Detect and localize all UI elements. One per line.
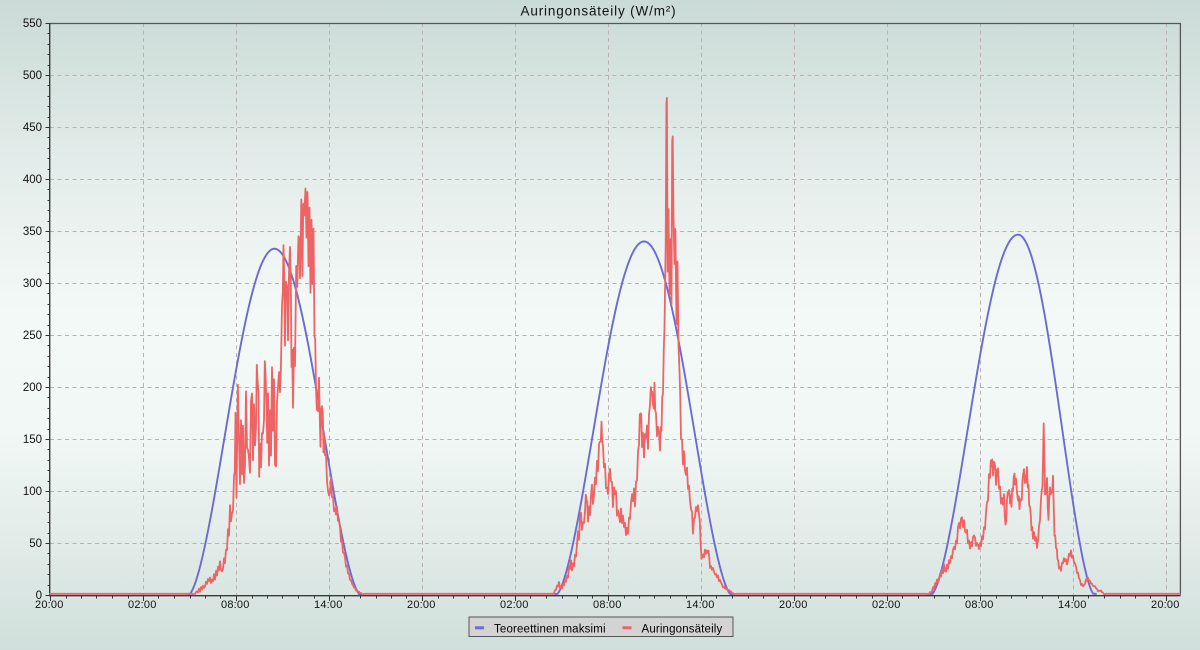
svg-text:300: 300 [23,278,42,290]
svg-text:02:00: 02:00 [500,599,529,611]
svg-text:50: 50 [29,538,42,550]
svg-text:550: 550 [23,18,42,30]
svg-text:100: 100 [23,486,42,498]
svg-text:250: 250 [23,330,42,342]
svg-text:150: 150 [23,434,42,446]
svg-text:500: 500 [23,70,42,82]
svg-text:20:00: 20:00 [779,599,808,611]
svg-text:02:00: 02:00 [872,599,901,611]
svg-text:450: 450 [23,122,42,134]
svg-text:08:00: 08:00 [965,599,994,611]
svg-text:20:00: 20:00 [35,599,64,611]
svg-text:02:00: 02:00 [128,599,157,611]
svg-text:Auringonsäteily (W/m²): Auringonsäteily (W/m²) [521,4,677,19]
svg-text:20:00: 20:00 [407,599,436,611]
svg-text:20:00: 20:00 [1151,599,1180,611]
svg-text:08:00: 08:00 [593,599,622,611]
svg-text:0: 0 [36,590,42,602]
svg-text:Teoreettinen maksimi: Teoreettinen maksimi [494,624,606,636]
svg-text:08:00: 08:00 [221,599,250,611]
svg-text:350: 350 [23,226,42,238]
svg-text:14:00: 14:00 [314,599,343,611]
svg-text:400: 400 [23,174,42,186]
svg-text:200: 200 [23,382,42,394]
svg-text:14:00: 14:00 [1058,599,1087,611]
svg-text:14:00: 14:00 [686,599,715,611]
svg-text:Auringonsäteily: Auringonsäteily [642,624,723,636]
